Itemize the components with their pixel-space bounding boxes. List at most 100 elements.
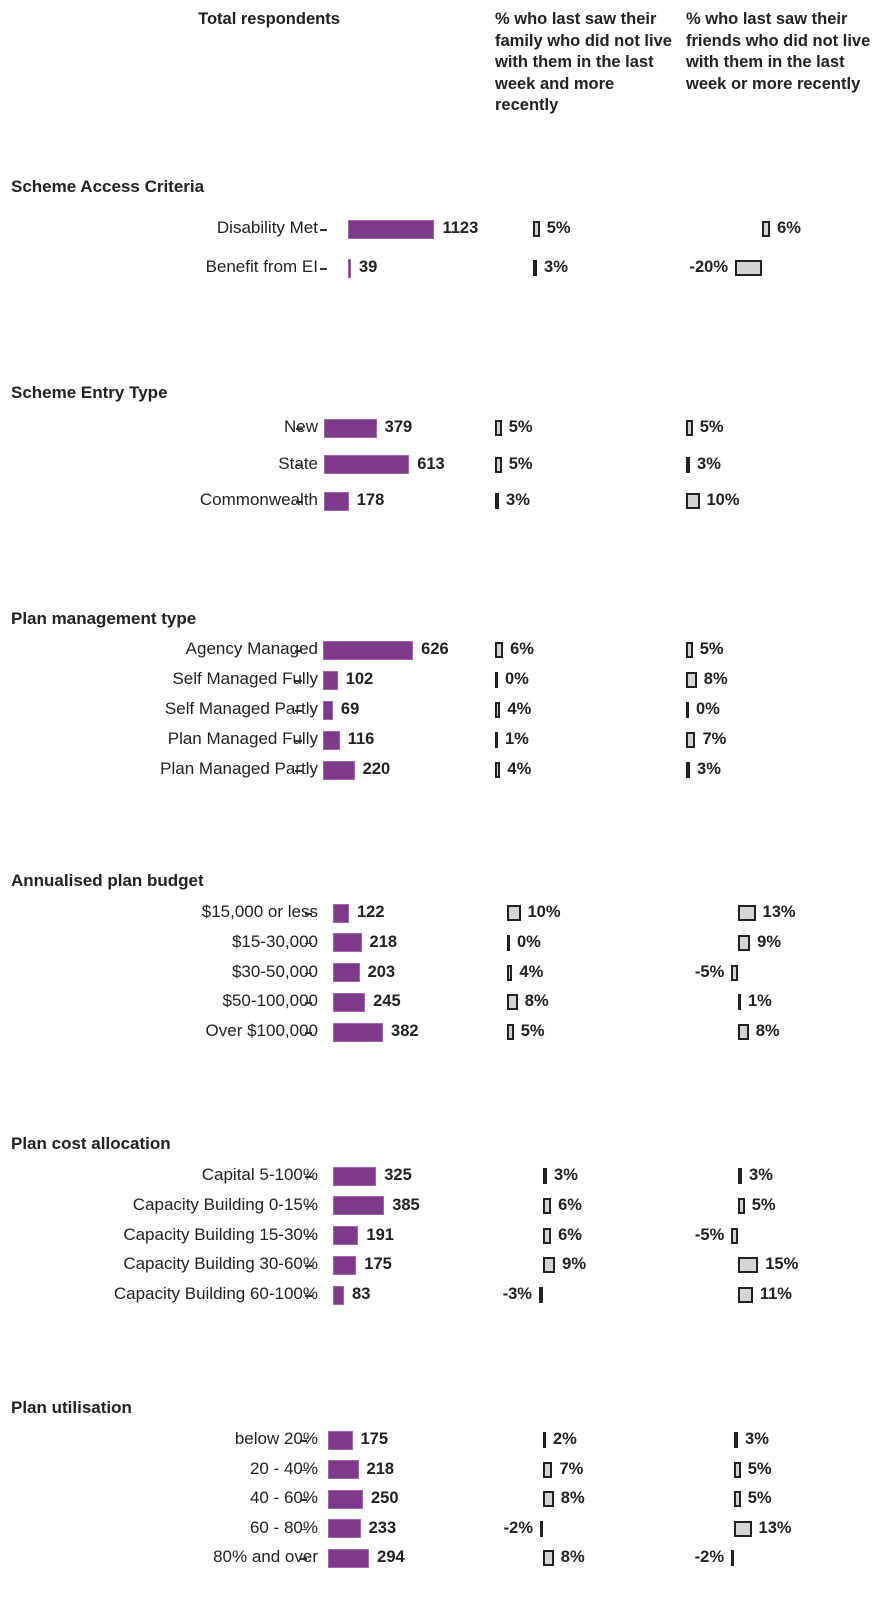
pct-bar <box>507 1024 514 1041</box>
pct-label: -2% <box>503 1518 533 1537</box>
total-bar <box>323 640 414 660</box>
total-bar <box>323 760 355 780</box>
pct-label: 7% <box>702 730 727 748</box>
pct-bar <box>543 1550 554 1567</box>
pct-label: -5% <box>694 1225 725 1244</box>
total-label: 191 <box>366 1225 394 1244</box>
total-bar <box>333 903 349 923</box>
section-title: Plan management type <box>11 609 197 628</box>
total-bar <box>328 1519 361 1539</box>
row-tick <box>295 710 302 712</box>
pct-bar <box>543 1257 556 1274</box>
row-label: Benefit from EI <box>205 257 318 276</box>
pct-label: 8% <box>524 992 549 1011</box>
column-header: Total respondents <box>198 10 340 28</box>
pct-label: 8% <box>560 1489 585 1508</box>
pct-bar <box>738 994 741 1011</box>
pct-label: 13% <box>762 903 796 921</box>
total-label: 122 <box>356 903 385 921</box>
total-label: 382 <box>391 1022 419 1041</box>
pct-bar <box>738 1168 743 1184</box>
pct-bar <box>738 1257 759 1274</box>
row-tick <box>320 268 327 270</box>
total-bar <box>328 1430 353 1450</box>
pct-label: 5% <box>520 1022 545 1041</box>
total-label: 175 <box>360 1430 389 1448</box>
pct-bar <box>507 905 521 921</box>
pct-label: 3% <box>697 760 721 778</box>
pct-label: 1% <box>505 730 529 748</box>
pct-label: 5% <box>508 418 533 436</box>
pct-label: 7% <box>559 1459 584 1478</box>
row-label: Commonwealth <box>199 490 318 509</box>
row-tick <box>300 1499 307 1501</box>
pct-label: 15% <box>765 1255 799 1274</box>
total-label: 39 <box>359 258 378 276</box>
total-bar <box>333 1255 357 1275</box>
pct-label: 5% <box>508 454 533 473</box>
row-tick <box>305 972 312 975</box>
pct-bar <box>543 1227 552 1244</box>
pct-label: 3% <box>745 1430 769 1448</box>
pct-bar <box>495 732 498 748</box>
pct-bar <box>686 642 693 658</box>
pct-label: 11% <box>759 1285 792 1304</box>
total-label: 175 <box>364 1255 392 1274</box>
total-bar <box>323 730 340 750</box>
row-label: 40 - 60% <box>249 1488 318 1508</box>
pct-label: 3% <box>544 258 568 276</box>
row-label: $15-30,000 <box>231 931 318 951</box>
total-label: 83 <box>352 1285 371 1304</box>
pct-bar <box>686 672 697 688</box>
total-label: 250 <box>371 1489 399 1508</box>
total-label: 1123 <box>442 219 479 237</box>
row-tick <box>305 1295 312 1297</box>
row-tick <box>305 1002 312 1004</box>
section-title: Scheme Entry Type <box>11 383 168 402</box>
total-label: 626 <box>421 640 449 658</box>
row-tick <box>305 1176 312 1178</box>
pct-label: 5% <box>747 1489 772 1508</box>
pct-label: 0% <box>696 700 720 718</box>
total-label: 613 <box>417 454 445 473</box>
pct-bar <box>495 642 504 658</box>
row-label: Self Managed Partly <box>164 699 318 718</box>
pct-label: 4% <box>519 962 544 981</box>
total-bar <box>333 933 362 953</box>
section-title: Annualised plan budget <box>11 871 204 890</box>
pct-bar <box>738 934 751 951</box>
pct-label: -2% <box>694 1548 724 1567</box>
pct-bar <box>538 1287 543 1304</box>
total-label: 385 <box>392 1195 420 1214</box>
section-title: Scheme Access Criteria <box>11 177 205 196</box>
total-bar <box>328 1489 363 1509</box>
pct-bar <box>495 762 501 778</box>
pct-bar <box>686 732 696 748</box>
row-tick <box>296 428 303 430</box>
pct-bar <box>734 1491 741 1508</box>
pct-bar <box>495 456 502 473</box>
pct-bar <box>543 1197 552 1214</box>
row-label: 80% and over <box>213 1547 318 1567</box>
row-label: $30-50,000 <box>231 961 318 981</box>
pct-label: 6% <box>558 1225 582 1244</box>
pct-label: 8% <box>560 1548 585 1567</box>
pct-bar <box>731 1550 734 1567</box>
total-label: 218 <box>369 932 398 951</box>
pct-label: -20% <box>689 258 728 276</box>
pct-bar <box>762 221 771 237</box>
row-tick <box>305 1235 312 1238</box>
total-bar <box>333 1226 359 1246</box>
pct-label: 13% <box>758 1518 792 1537</box>
total-bar <box>333 1285 345 1305</box>
pct-bar <box>543 1461 553 1478</box>
total-label: 203 <box>367 962 396 981</box>
pct-bar <box>735 260 762 276</box>
total-bar <box>348 258 351 278</box>
total-bar <box>324 491 349 511</box>
pct-label: 5% <box>699 640 724 658</box>
pct-label: 3% <box>506 491 530 509</box>
row-tick <box>300 1440 307 1442</box>
total-label: 102 <box>345 670 374 688</box>
row-label: Capital 5-100% <box>201 1165 318 1184</box>
